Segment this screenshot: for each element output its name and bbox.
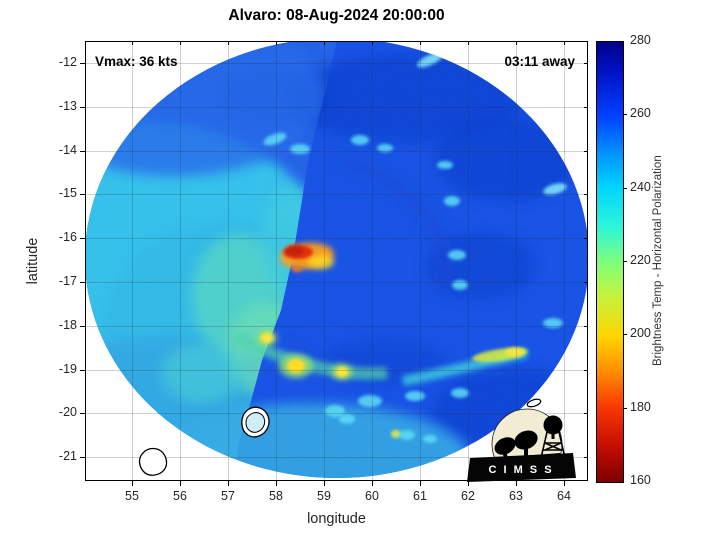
colorbar-tick-mark bbox=[623, 114, 627, 116]
colorbar-tick-label: 220 bbox=[630, 253, 651, 267]
y-tick-mark bbox=[80, 369, 85, 371]
y-tick-mark bbox=[80, 457, 85, 459]
y-tick-mark-right bbox=[584, 150, 588, 152]
x-tick-mark-top bbox=[180, 41, 181, 45]
y-tick-mark bbox=[80, 325, 85, 327]
water-tower-icon bbox=[540, 431, 566, 459]
y-tick-label: -19 bbox=[58, 361, 77, 376]
coastline-contours bbox=[138, 398, 542, 476]
y-tick-label: -13 bbox=[58, 98, 77, 113]
y-tick-mark bbox=[80, 413, 85, 415]
y-tick-mark bbox=[80, 194, 85, 196]
y-axis-label: latitude bbox=[25, 237, 41, 285]
logo-banner bbox=[467, 453, 576, 482]
x-tick-mark-top bbox=[276, 41, 277, 45]
y-tick-label: -16 bbox=[58, 230, 77, 245]
y-tick-mark bbox=[80, 282, 85, 283]
x-tick-mark bbox=[468, 481, 469, 486]
y-tick-label: -15 bbox=[58, 186, 77, 201]
x-tick-mark bbox=[516, 481, 517, 486]
x-axis-label: longitude bbox=[307, 511, 366, 527]
y-tick-mark bbox=[80, 150, 85, 152]
x-tick-mark-top bbox=[228, 41, 229, 45]
y-tick-mark-right bbox=[584, 238, 588, 240]
x-tick-label: 59 bbox=[317, 489, 331, 503]
x-tick-mark-top bbox=[324, 41, 325, 45]
colorbar-tick-label: 280 bbox=[630, 33, 651, 47]
colorbar-tick-label: 240 bbox=[630, 179, 651, 194]
x-tick-mark bbox=[564, 481, 565, 486]
y-tick-label: -18 bbox=[58, 317, 77, 332]
x-tick-label: 60 bbox=[365, 489, 379, 503]
colorbar-tick-label: 180 bbox=[630, 399, 651, 414]
y-tick-label: -12 bbox=[58, 55, 77, 69]
colorbar-tick-label: 200 bbox=[630, 326, 651, 341]
y-tick-label: -20 bbox=[58, 405, 77, 420]
water-tank-icon bbox=[543, 415, 563, 435]
y-tick-mark-right bbox=[584, 325, 588, 327]
y-tick-mark-right bbox=[584, 413, 588, 415]
logo-text: C I M S S bbox=[488, 464, 553, 476]
cimss-logo: C I M S S bbox=[465, 396, 580, 484]
coastline-rodrigues bbox=[526, 398, 542, 408]
x-tick-label: 56 bbox=[173, 489, 187, 503]
time-away-annotation: 03:11 away bbox=[504, 54, 575, 69]
y-tick-label: -17 bbox=[58, 274, 77, 288]
colorbar-label: Brightness Temp - Horizontal Polarizatio… bbox=[652, 155, 664, 367]
colorbar-tick-mark bbox=[623, 334, 627, 336]
colorbar-tick-label: 160 bbox=[630, 473, 651, 487]
y-tick-mark-right bbox=[584, 457, 588, 459]
coastline-mauritius-inner bbox=[245, 412, 266, 433]
y-tick-mark-right bbox=[584, 369, 588, 371]
x-tick-label: 55 bbox=[125, 489, 139, 503]
x-tick-label: 58 bbox=[269, 489, 283, 503]
coastline-reunion bbox=[138, 447, 168, 476]
x-tick-mark bbox=[324, 481, 325, 486]
x-tick-mark bbox=[228, 481, 229, 486]
colorbar-tick-mark bbox=[623, 261, 627, 262]
y-tick-mark-right bbox=[584, 282, 588, 283]
x-tick-mark bbox=[132, 481, 133, 486]
x-tick-mark-top bbox=[420, 41, 421, 45]
y-tick-mark bbox=[80, 106, 85, 108]
microwave-swath-image bbox=[85, 41, 588, 478]
colorbar bbox=[596, 41, 624, 483]
plot-title: Alvaro: 08-Aug-2024 20:00:00 bbox=[228, 7, 445, 24]
x-tick-mark-top bbox=[372, 41, 373, 45]
colorbar-tick-mark bbox=[623, 407, 627, 409]
x-tick-label: 63 bbox=[509, 489, 523, 503]
x-tick-label: 62 bbox=[461, 489, 475, 503]
x-tick-mark-top bbox=[564, 41, 565, 45]
y-tick-mark-right bbox=[584, 194, 588, 196]
colorbar-tick-mark bbox=[623, 187, 627, 189]
colorbar-tick-label: 260 bbox=[630, 106, 651, 121]
y-tick-mark bbox=[80, 238, 85, 240]
x-tick-mark-top bbox=[516, 41, 517, 45]
x-tick-mark bbox=[420, 481, 421, 486]
map-plot-area: Vmax: 36 kts 03:11 away bbox=[85, 41, 588, 481]
x-tick-label: 57 bbox=[221, 489, 235, 503]
vmax-annotation: Vmax: 36 kts bbox=[95, 54, 178, 69]
y-tick-mark-right bbox=[584, 106, 588, 108]
x-tick-mark-top bbox=[468, 41, 469, 45]
y-tick-mark-right bbox=[584, 63, 588, 64]
x-tick-mark bbox=[276, 481, 277, 486]
y-tick-mark bbox=[80, 63, 85, 64]
y-tick-label: -21 bbox=[58, 449, 77, 464]
x-tick-mark-top bbox=[132, 41, 133, 45]
x-tick-mark bbox=[372, 481, 373, 486]
x-tick-mark bbox=[180, 481, 181, 486]
y-tick-label: -14 bbox=[58, 142, 77, 157]
x-tick-label: 64 bbox=[557, 489, 571, 503]
x-tick-label: 61 bbox=[413, 489, 427, 503]
